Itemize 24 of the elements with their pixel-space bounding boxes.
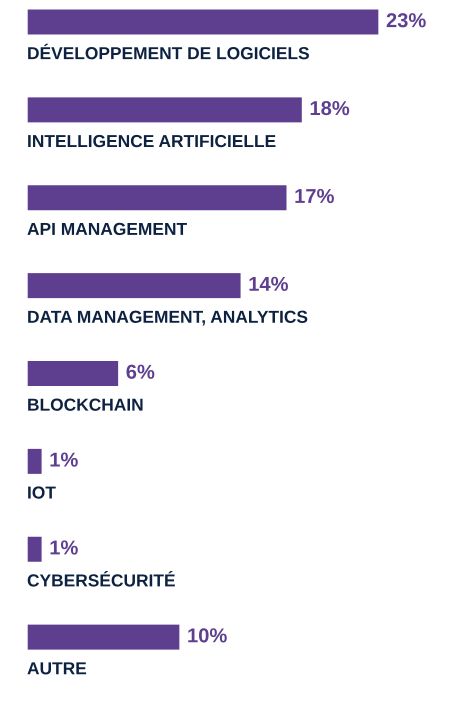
bar — [27, 623, 181, 651]
y-tick-label: DATA MANAGEMENT, ANALYTICS — [28, 310, 308, 326]
y-tick-label: CYBERSÉCURITÉ — [28, 571, 175, 587]
y-tick-label: IOT — [28, 486, 56, 499]
data-label: 17% — [295, 188, 334, 204]
data-label: 6% — [126, 364, 154, 379]
bar — [27, 535, 43, 564]
bar — [27, 272, 242, 300]
bar — [27, 360, 120, 388]
y-tick-label: INTELLIGENCE ARTIFICIELLE — [28, 134, 276, 148]
bar — [27, 96, 304, 124]
data-label: 10% — [188, 628, 227, 642]
data-label: 23% — [386, 13, 426, 28]
bar — [27, 184, 288, 212]
data-label: 1% — [50, 452, 78, 467]
y-tick-label: BLOCKCHAIN — [28, 398, 143, 411]
y-tick-label: API MANAGEMENT — [27, 222, 187, 236]
bar — [27, 447, 43, 476]
data-label: 1% — [50, 540, 78, 555]
y-tick-label: DÉVELOPPEMENT DE LOGICIELS — [28, 44, 309, 60]
data-label: 18% — [310, 100, 350, 116]
bar — [27, 8, 380, 36]
data-label: 14% — [249, 276, 288, 291]
y-tick-label: AUTRE — [27, 662, 86, 674]
